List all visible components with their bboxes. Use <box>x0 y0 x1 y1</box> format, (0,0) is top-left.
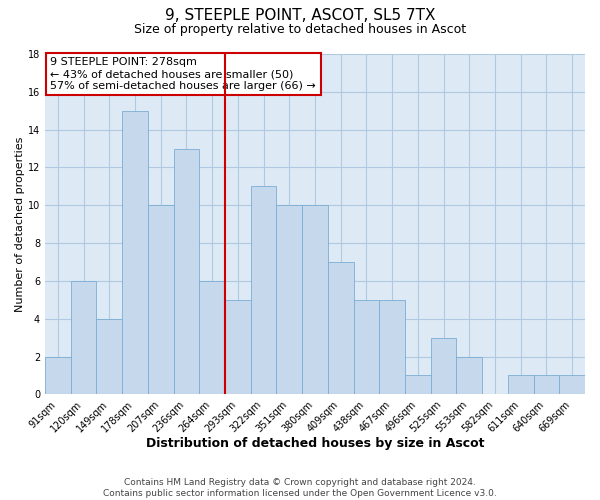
Bar <box>508 376 533 394</box>
Bar <box>122 110 148 395</box>
Text: 9 STEEPLE POINT: 278sqm
← 43% of detached houses are smaller (50)
57% of semi-de: 9 STEEPLE POINT: 278sqm ← 43% of detache… <box>50 58 316 90</box>
Bar <box>71 281 97 394</box>
Bar <box>431 338 457 394</box>
Bar <box>199 281 225 394</box>
Y-axis label: Number of detached properties: Number of detached properties <box>15 136 25 312</box>
X-axis label: Distribution of detached houses by size in Ascot: Distribution of detached houses by size … <box>146 437 484 450</box>
Bar <box>328 262 353 394</box>
Bar <box>97 318 122 394</box>
Bar <box>457 356 482 395</box>
Bar <box>559 376 585 394</box>
Text: 9, STEEPLE POINT, ASCOT, SL5 7TX: 9, STEEPLE POINT, ASCOT, SL5 7TX <box>165 8 435 22</box>
Bar <box>251 186 277 394</box>
Text: Contains HM Land Registry data © Crown copyright and database right 2024.
Contai: Contains HM Land Registry data © Crown c… <box>103 478 497 498</box>
Bar <box>405 376 431 394</box>
Bar <box>533 376 559 394</box>
Bar <box>225 300 251 394</box>
Bar <box>302 206 328 394</box>
Bar <box>277 206 302 394</box>
Bar <box>379 300 405 394</box>
Text: Size of property relative to detached houses in Ascot: Size of property relative to detached ho… <box>134 22 466 36</box>
Bar <box>148 206 173 394</box>
Bar <box>173 148 199 394</box>
Bar <box>353 300 379 394</box>
Bar <box>45 356 71 395</box>
